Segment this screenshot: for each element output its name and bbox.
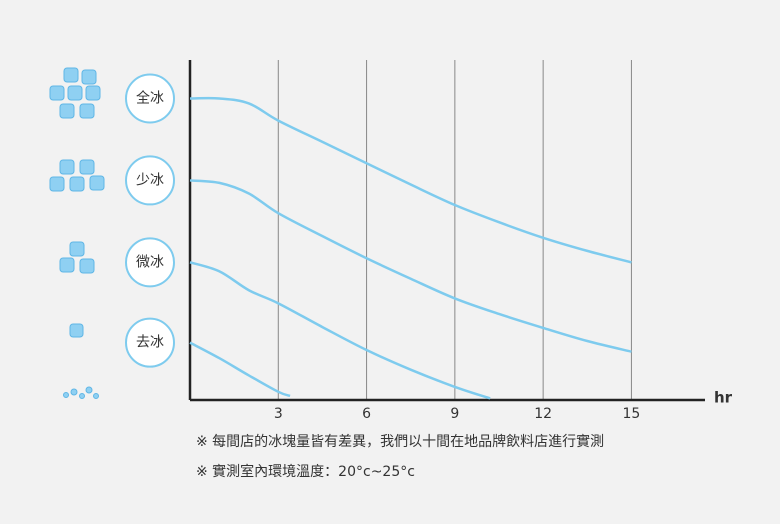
note: ※ 實測室內環境溫度：20°c~25°c [196,463,415,480]
legend-circle [125,155,175,206]
x-tick-label: 15 [623,406,641,422]
note: ※ 每間店的冰塊量皆有差異，我們以十間在地品牌飲料店進行實測 [196,433,604,450]
legend-circle [125,237,175,288]
legend-circle [125,317,175,368]
x-tick-label: 9 [450,406,459,422]
series-line [189,261,491,400]
legend-label: 微冰 [136,254,164,270]
legend-label: 去冰 [136,335,164,351]
series-line [189,341,291,398]
legend-badge: 微冰 [125,237,175,288]
series-line [189,96,632,264]
legend-label: 少冰 [136,172,164,188]
x-axis-label: hr [714,389,733,407]
full-ice-icon [49,67,101,119]
ice-icons [49,67,105,399]
series-line [189,179,632,353]
legend-circle [125,73,175,124]
x-tick-label: 3 [274,406,283,422]
x-tick-label: 12 [534,406,552,422]
less-ice-icon [49,159,105,192]
x-tick-label: 6 [362,406,371,422]
light-ice-icon [59,241,95,274]
legend-badge: 去冰 [125,317,175,368]
legend-badge: 全冰 [125,73,175,124]
legend-label: 全冰 [136,90,164,107]
no-ice-icon [63,323,99,399]
legend-badge: 少冰 [125,155,175,206]
